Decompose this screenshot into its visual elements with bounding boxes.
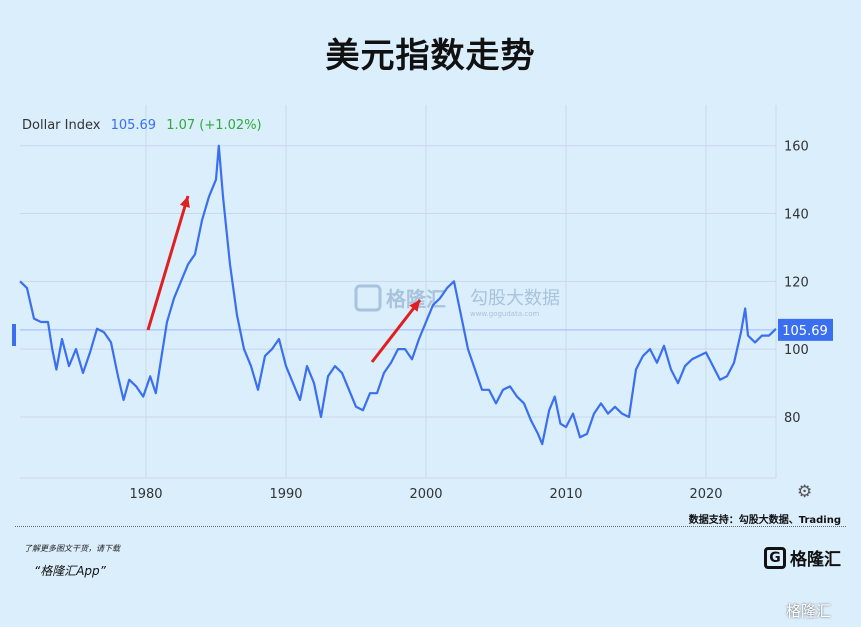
- y-tick-label: 80: [784, 411, 801, 426]
- legend-change: 1.07 (+1.02%): [166, 118, 262, 133]
- x-tick-label: 2020: [689, 487, 722, 502]
- chart-title: 美元指数走势: [325, 36, 536, 76]
- series-dollar-index: [19, 144, 777, 446]
- data-source: 数据支持：勾股大数据、Trading: [688, 515, 841, 526]
- arrow-head: [179, 196, 190, 208]
- arrow-head: [409, 300, 420, 312]
- legend-name: Dollar Index: [22, 118, 101, 133]
- y-tick-label: 120: [784, 275, 809, 290]
- watermark-url: www.gogudata.com: [470, 310, 539, 318]
- logo-g-icon: G: [764, 546, 786, 569]
- left-marker: [12, 324, 16, 346]
- divider: [15, 526, 846, 527]
- brand-logo: G 格隆汇: [764, 545, 841, 570]
- y-tick-label: 140: [784, 208, 809, 223]
- watermark-g-icon: [354, 284, 382, 312]
- download-app-name: “格隆汇App”: [34, 564, 106, 578]
- corner-watermark: 格隆汇: [786, 602, 832, 620]
- series-line: [19, 144, 777, 446]
- watermark-brand2: 勾股大数据: [470, 288, 560, 309]
- y-axis-ticks: 80 100 120 140 160: [784, 140, 809, 426]
- arrow-shaft: [370, 299, 422, 363]
- legend-value: 105.69: [110, 118, 157, 133]
- chart-legend: Dollar Index 105.69 1.07 (+1.02%): [22, 118, 262, 133]
- x-tick-label: 1980: [129, 487, 162, 502]
- logo-text: 格隆汇: [790, 550, 841, 570]
- y-tick-label: 160: [784, 140, 809, 155]
- annotation-arrows: [146, 195, 422, 363]
- x-tick-label: 2010: [549, 487, 582, 502]
- gear-icon[interactable]: ⚙: [797, 482, 813, 502]
- x-tick-label: 1990: [269, 487, 302, 502]
- x-tick-label: 2000: [409, 487, 442, 502]
- current-value-label: 105.69: [782, 324, 828, 339]
- arrow-shaft: [146, 195, 190, 331]
- current-value-tag: 105.69: [778, 318, 833, 341]
- x-axis-ticks: 1980 1990 2000 2010 2020: [129, 487, 722, 502]
- current-value-box: [778, 318, 833, 341]
- y-tick-label: 100: [784, 343, 809, 358]
- download-hint: 了解更多图文干货，请下载: [24, 544, 120, 553]
